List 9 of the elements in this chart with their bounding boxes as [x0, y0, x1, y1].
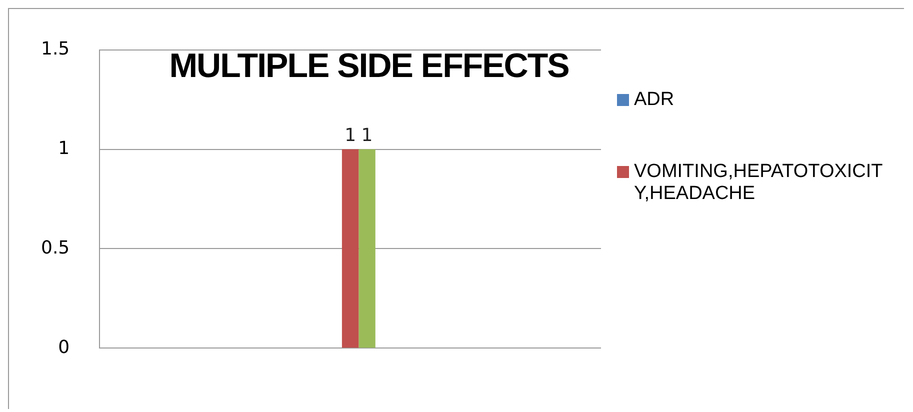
- y-tick-label: 0: [58, 336, 70, 358]
- data-label: 1: [361, 124, 373, 146]
- data-label: 1: [344, 124, 356, 146]
- legend-label: ADR: [634, 89, 674, 111]
- y-tick-label: 0.5: [40, 237, 70, 258]
- chart-title: MULTIPLE SIDE EFFECTS: [168, 47, 570, 86]
- y-tick-label: 1.5: [40, 38, 70, 60]
- y-tick-label: 1: [58, 138, 70, 159]
- legend-label: VOMITING,HEPATOTOXICITY,HEADACHE: [634, 161, 884, 205]
